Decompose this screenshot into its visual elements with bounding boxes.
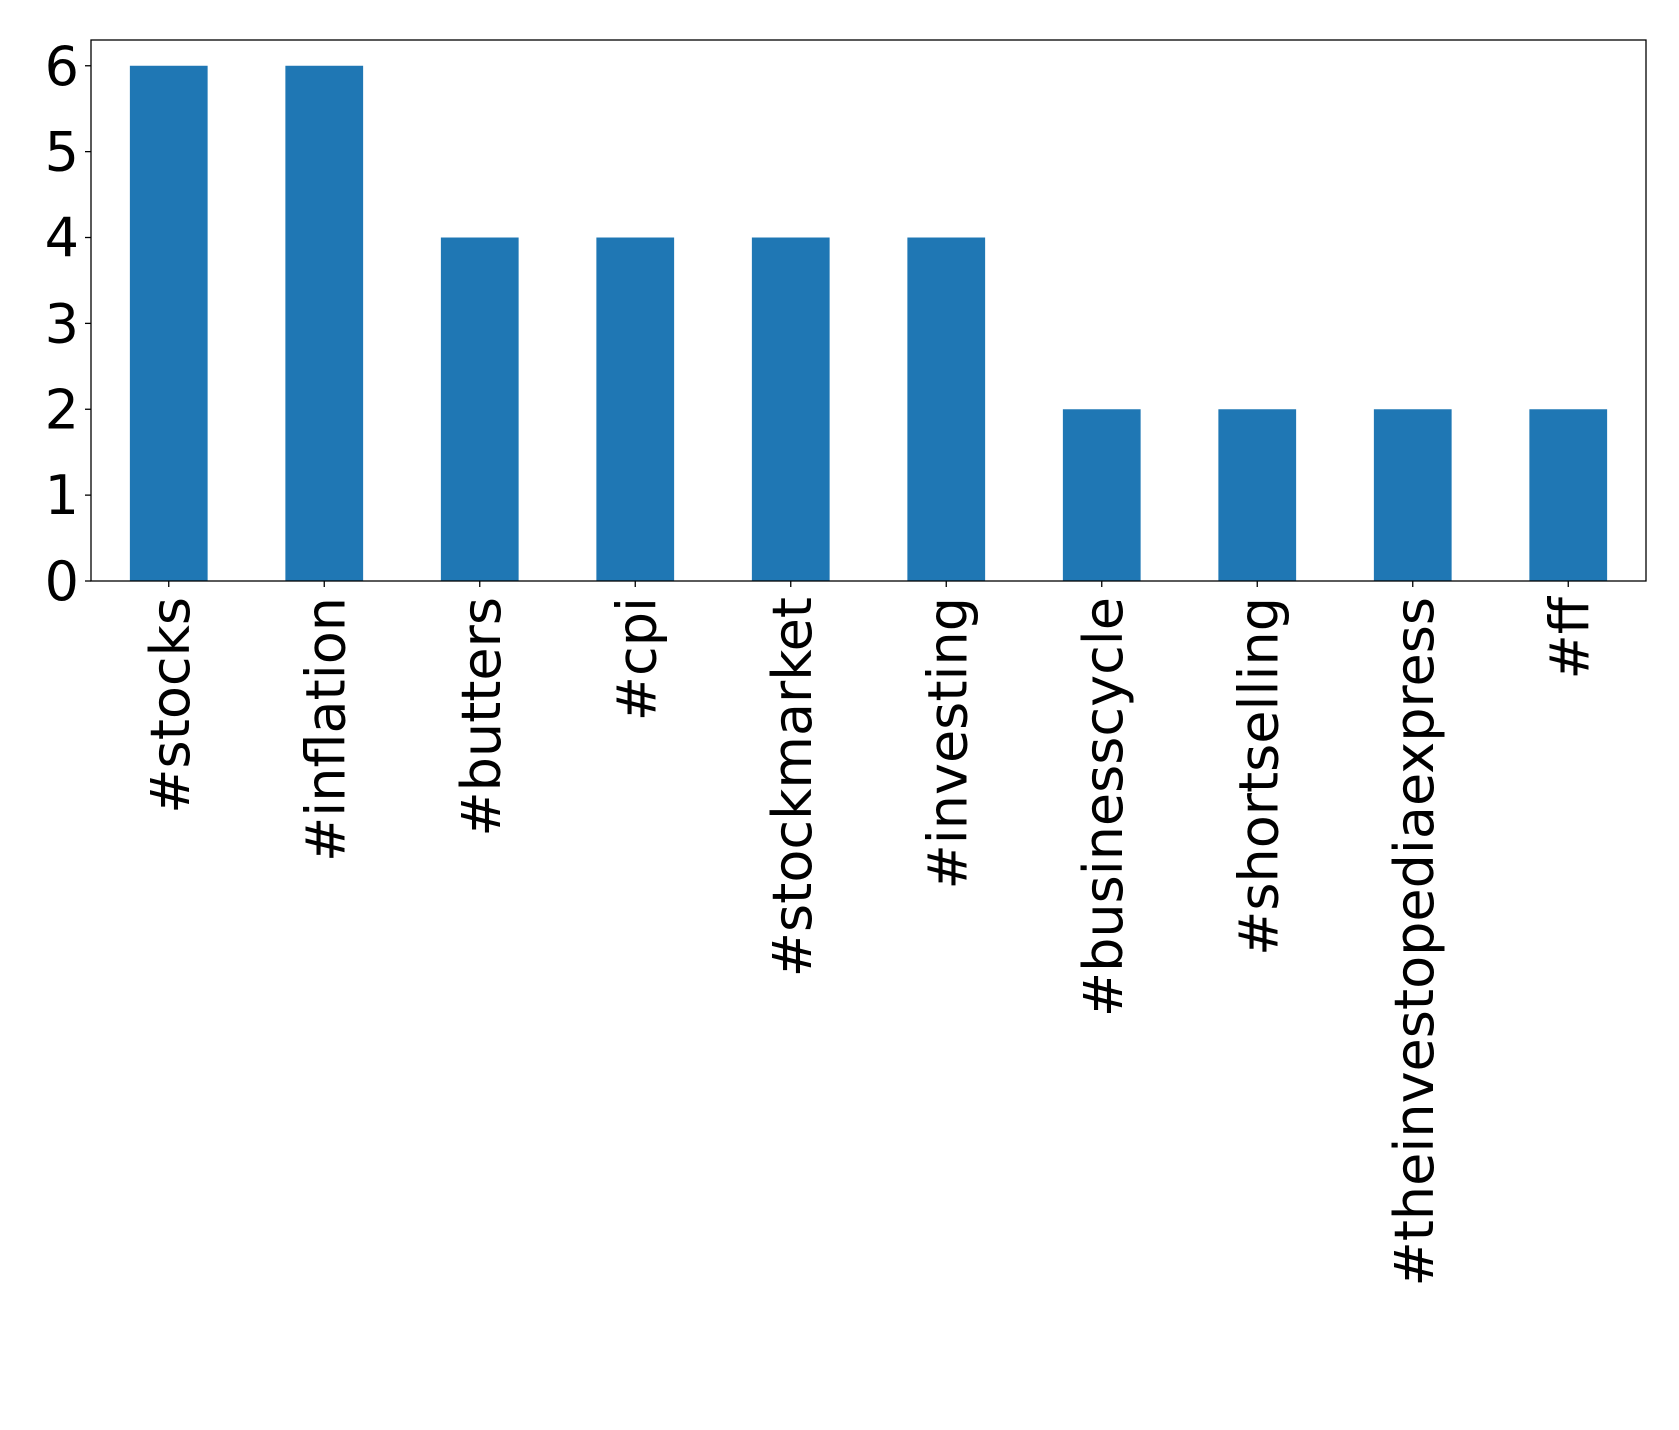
bar-inflation bbox=[285, 65, 364, 581]
bar-butters bbox=[440, 237, 519, 581]
x-tick-label: #stockmarket bbox=[761, 597, 824, 977]
y-tick-label: 5 bbox=[45, 121, 79, 184]
x-tick-label: #inflation bbox=[294, 597, 357, 862]
x-tick-label: #businesscycle bbox=[1072, 597, 1135, 1017]
bar-shortselling bbox=[1218, 409, 1297, 581]
x-tick-label: #shortselling bbox=[1227, 597, 1290, 956]
x-tick-label: #stocks bbox=[139, 597, 202, 814]
bar-cpi bbox=[596, 237, 675, 581]
x-axis: #stocks #inflation #butters #cpi #stockmarke… bbox=[139, 581, 1601, 1287]
x-tick-label: #theinvestopediaexpress bbox=[1383, 597, 1446, 1287]
bar-theinvestopediaexpress bbox=[1373, 409, 1452, 581]
y-tick-label: 2 bbox=[45, 378, 79, 441]
plot-frame bbox=[90, 39, 1647, 582]
y-axis: 0 1 2 3 4 5 6 bbox=[45, 35, 91, 613]
y-tick-label: 4 bbox=[45, 207, 79, 270]
x-tick-label: #investing bbox=[916, 597, 979, 889]
x-tick-label: #ff bbox=[1538, 595, 1601, 679]
y-tick-label: 6 bbox=[45, 35, 79, 98]
y-tick-label: 0 bbox=[45, 550, 79, 613]
bar-stockmarket bbox=[751, 237, 830, 581]
y-tick-label: 1 bbox=[45, 464, 79, 527]
bar-stocks bbox=[129, 65, 208, 581]
x-tick-label: #cpi bbox=[605, 597, 668, 721]
bar-investing bbox=[907, 237, 986, 581]
y-tick-label: 3 bbox=[45, 292, 79, 355]
bar-businesscycle bbox=[1062, 409, 1141, 581]
bar-ff bbox=[1529, 409, 1608, 581]
x-tick-label: #butters bbox=[450, 597, 513, 837]
bars-group bbox=[129, 65, 1608, 581]
